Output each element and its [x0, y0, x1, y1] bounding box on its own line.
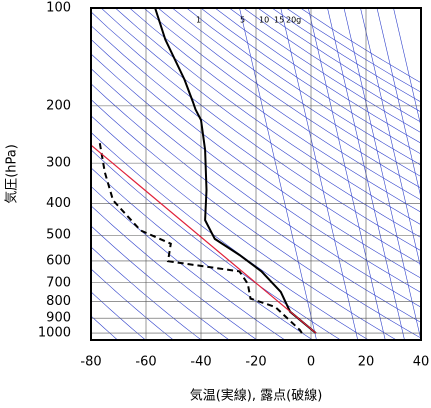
profile-line	[154, 8, 317, 334]
y-tick-label: 800	[46, 294, 71, 309]
annotation: 5	[240, 16, 245, 25]
adiabat	[91, 268, 174, 340]
guide-line	[239, 8, 317, 340]
adiabat	[157, 8, 421, 189]
profile-line	[98, 140, 303, 334]
guide-line	[393, 8, 421, 128]
y-tick-label: 1000	[38, 326, 71, 341]
x-tick-label: -40	[190, 355, 211, 370]
plot-frame	[90, 7, 422, 341]
adiabat	[91, 25, 421, 265]
guide-line	[307, 8, 386, 340]
adiabat	[242, 8, 421, 123]
adiabat	[91, 205, 258, 340]
adiabat	[91, 246, 202, 340]
x-tick-label: 40	[413, 355, 430, 370]
y-tick-label: 100	[46, 1, 71, 16]
profile-line	[91, 144, 317, 334]
adiabat	[143, 8, 421, 201]
adiabat	[91, 99, 421, 339]
adiabat	[171, 8, 421, 177]
x-tick-label: 0	[307, 355, 315, 370]
y-axis-label: 気圧(hPa)	[4, 144, 20, 204]
annotation: 15	[274, 16, 284, 25]
annotation: 20g	[286, 16, 301, 25]
guide-line	[360, 8, 421, 271]
adiabat	[91, 53, 421, 293]
y-tick-label: 200	[46, 98, 71, 113]
adiabat	[91, 185, 286, 340]
adiabat	[91, 291, 146, 340]
y-tick-label: 400	[46, 196, 71, 211]
adiabat	[186, 8, 421, 166]
guide-line	[343, 8, 421, 340]
adiabat	[114, 8, 421, 226]
y-tick-label: 700	[46, 275, 71, 290]
adiabat	[91, 68, 421, 308]
annotation: 10	[259, 16, 269, 25]
x-axis-label: 気温(実線), 露点(破線)	[190, 388, 323, 404]
adiabat	[91, 225, 230, 340]
y-tick-label: 600	[46, 253, 71, 268]
guide-line	[376, 8, 421, 200]
adiabat	[91, 167, 314, 340]
guide-line	[280, 8, 359, 340]
y-tick-label: 500	[46, 228, 71, 243]
adiabat	[285, 8, 421, 93]
adiabat	[91, 38, 421, 279]
y-tick-label: 300	[46, 156, 71, 171]
adiabat	[257, 8, 421, 113]
x-tick-label: -80	[80, 355, 101, 370]
adiabat	[214, 8, 421, 144]
annotation: 1	[196, 16, 201, 25]
adiabat	[100, 8, 421, 238]
x-tick-label: 20	[358, 355, 375, 370]
x-tick-label: -20	[245, 355, 266, 370]
adiabat	[91, 11, 421, 252]
adiabat	[200, 8, 421, 155]
y-tick-label: 900	[46, 311, 71, 326]
x-tick-label: -60	[135, 355, 156, 370]
adiabat	[129, 8, 421, 213]
adiabat	[91, 315, 119, 340]
